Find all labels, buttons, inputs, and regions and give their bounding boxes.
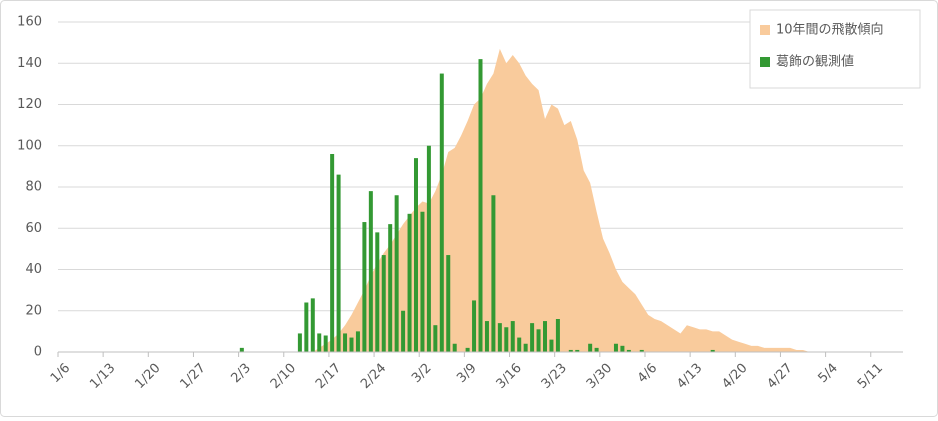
bar — [639, 349, 644, 352]
y-tick-label: 20 — [25, 303, 42, 318]
bar — [484, 321, 489, 352]
bar — [491, 195, 496, 352]
bar — [510, 321, 515, 352]
bar — [555, 319, 560, 352]
bar — [710, 349, 715, 352]
bar — [297, 333, 302, 352]
bar — [433, 325, 438, 352]
bar — [613, 343, 618, 352]
bar — [355, 331, 360, 352]
bar — [343, 333, 348, 352]
y-tick-label: 100 — [17, 138, 42, 153]
bar — [472, 300, 477, 352]
bar — [478, 59, 483, 352]
bar — [413, 158, 418, 352]
bar — [504, 327, 509, 352]
bar — [239, 347, 244, 352]
bar — [588, 343, 593, 352]
bar — [323, 335, 328, 352]
bar — [426, 145, 431, 352]
bar — [536, 329, 541, 352]
bar — [439, 73, 444, 352]
bar — [549, 339, 554, 352]
bar — [375, 232, 380, 352]
bar — [568, 349, 573, 352]
bar — [304, 302, 309, 352]
y-tick-label: 0 — [34, 345, 42, 360]
bar — [626, 349, 631, 352]
bar — [394, 195, 399, 352]
y-tick-label: 40 — [25, 262, 42, 277]
bar — [349, 337, 354, 352]
bar — [388, 224, 393, 352]
legend-swatch — [760, 25, 770, 35]
bar — [465, 347, 470, 352]
y-tick-label: 60 — [25, 221, 42, 236]
bar — [317, 333, 322, 352]
bar — [517, 337, 522, 352]
bar — [446, 255, 451, 352]
bar — [381, 255, 386, 352]
legend-swatch — [760, 57, 770, 67]
bar — [401, 310, 406, 352]
bar — [336, 174, 341, 352]
bar — [420, 211, 425, 352]
legend-label: 葛飾の観測値 — [776, 54, 854, 70]
bar — [523, 343, 528, 352]
bar — [530, 323, 535, 352]
bar — [330, 154, 335, 352]
bar — [310, 298, 315, 352]
legend-label: 10年間の飛散傾向 — [776, 22, 884, 38]
bar — [407, 213, 412, 352]
y-tick-label: 140 — [17, 56, 42, 71]
legend-box — [749, 9, 921, 89]
bar — [497, 323, 502, 352]
bar — [543, 321, 548, 352]
bar — [452, 343, 457, 352]
bar — [368, 191, 373, 352]
y-tick-label: 80 — [25, 180, 42, 195]
y-tick-label: 160 — [17, 15, 42, 30]
bar — [362, 222, 367, 352]
bar — [575, 349, 580, 352]
bar — [620, 345, 625, 352]
y-tick-label: 120 — [17, 97, 42, 112]
bar — [594, 347, 599, 352]
